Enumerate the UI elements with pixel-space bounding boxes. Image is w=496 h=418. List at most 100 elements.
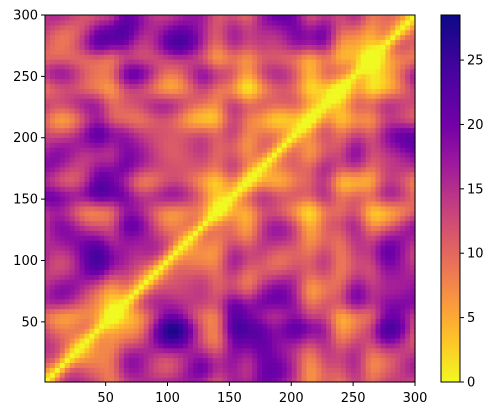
heatmap-cell [296,215,303,222]
heatmap-cell [163,24,169,31]
heatmap-cell [207,293,214,300]
heatmap-cell [355,298,362,305]
heatmap-cell [311,244,317,251]
heatmap-cell [173,328,179,334]
heatmap-cell [197,347,204,354]
heatmap-cell [262,230,268,236]
heatmap-cell [94,107,100,114]
heatmap-cell [276,318,283,324]
heatmap-cell [341,308,347,315]
heatmap-cell [360,377,367,383]
heatmap-cell [306,98,312,104]
heatmap-cell [119,176,125,182]
heatmap-cell [336,112,342,119]
heatmap-cell [94,63,100,70]
heatmap-cell [232,333,238,339]
heatmap-cell [341,293,347,300]
heatmap-cell [217,347,224,354]
heatmap-cell [252,337,258,344]
heatmap-cell [267,103,273,109]
heatmap-cell [311,122,317,129]
heatmap-cell [173,318,179,324]
heatmap-cell [104,112,110,119]
heatmap-cell [143,308,150,315]
heatmap-cell [89,235,95,241]
heatmap-cell [217,235,224,241]
heatmap-cell [262,34,268,41]
heatmap-cell [84,377,90,383]
heatmap-cell [345,357,352,364]
heatmap-cell [345,308,352,315]
heatmap-cell [267,284,273,290]
heatmap-cell [296,49,303,55]
heatmap-cell [227,235,234,241]
heatmap-cell [158,303,164,310]
heatmap-cell [360,372,367,378]
heatmap-cell [74,196,81,202]
heatmap-cell [291,298,298,305]
heatmap-cell [341,289,347,295]
heatmap-cell [247,24,253,31]
heatmap-cell [138,103,145,109]
heatmap-cell [286,313,293,319]
heatmap-cell [202,249,209,256]
heatmap-cell [163,205,169,212]
heatmap-cell [360,34,367,41]
heatmap-cell [109,274,115,280]
heatmap-cell [355,34,362,41]
heatmap-cell [94,205,100,212]
heatmap-cell [207,132,214,138]
heatmap-cell [281,88,288,94]
heatmap-cell [74,357,81,364]
heatmap-cell [133,259,140,266]
heatmap-cell [143,68,150,75]
heatmap-cell [237,318,243,324]
heatmap-cell [341,112,347,119]
heatmap-cell [138,93,145,99]
heatmap-cell [345,367,352,373]
heatmap-cell [64,122,71,129]
heatmap-cell [326,78,332,85]
heatmap-cell [49,107,56,114]
heatmap-cell [158,49,164,55]
heatmap-cell [227,49,234,55]
heatmap-cell [316,323,322,329]
heatmap-cell [114,362,120,368]
heatmap-cell [355,367,362,373]
heatmap-cell [99,362,105,368]
heatmap-cell [345,117,352,124]
heatmap-cell [143,284,150,290]
heatmap-cell [202,274,209,280]
heatmap-cell [257,191,263,197]
heatmap-cell [222,83,229,89]
heatmap-cell [232,254,238,261]
heatmap-cell [222,181,229,187]
heatmap-cell [296,225,303,231]
heatmap-cell [158,244,164,251]
heatmap-cell [247,333,253,339]
heatmap-cell [237,254,243,261]
heatmap-cell [64,147,71,153]
heatmap-cell [345,347,352,354]
heatmap-cell [45,166,51,173]
heatmap-cell [133,323,140,329]
heatmap-cell [109,49,115,55]
heatmap-cell [133,34,140,41]
heatmap-cell [59,259,66,266]
heatmap-cell [104,259,110,266]
heatmap-cell [188,103,194,109]
heatmap-cell [217,367,224,373]
heatmap-cell [59,68,66,75]
heatmap-cell [321,289,327,295]
heatmap-cell [217,225,224,231]
heatmap-cell [311,29,317,36]
heatmap-cell [247,215,253,222]
heatmap-cell [89,347,95,354]
heatmap-cell [193,54,199,60]
heatmap-cell [54,63,61,70]
heatmap-cell [123,196,130,202]
heatmap-cell [217,215,224,222]
heatmap-cell [89,279,95,285]
heatmap-cell [207,347,214,354]
heatmap-cell [326,279,332,285]
